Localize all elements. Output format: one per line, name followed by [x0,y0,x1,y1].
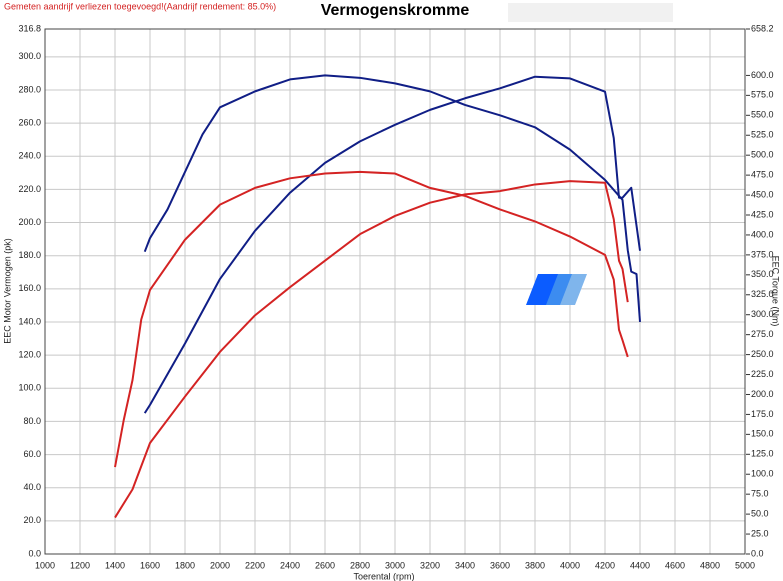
x-tick-label: 4000 [560,560,580,570]
y2-tick-label: 425.0 [751,209,774,219]
y2-tick-label: 225.0 [751,369,774,379]
x-tick-label: 1000 [35,560,55,570]
note: Gemeten aandrijf verliezen toegevoegd!(A… [4,1,276,11]
y-tick-label: 200.0 [18,217,41,227]
x-tick-label: 4400 [630,560,650,570]
y2-tick-label: 0.0 [751,548,764,558]
watermark-logo [546,274,575,305]
y-tick-label: 300.0 [18,51,41,61]
y-tick-label: 60.0 [23,449,41,459]
y-axis-label: EEC Motor Vermogen (pk) [2,238,12,344]
y2-tick-label: 150.0 [751,429,774,439]
y2-tick-label: 600.0 [751,70,774,80]
y-tick-label: 0.0 [28,548,41,558]
y-tick-label: 40.0 [23,482,41,492]
x-tick-label: 3200 [420,560,440,570]
y2-tick-label: 375.0 [751,249,774,259]
chart-title: Vermogenskromme [321,2,470,19]
y-tick-label: 100.0 [18,383,41,393]
y2-tick-label: 75.0 [751,489,769,499]
y-tick-label: 140.0 [18,316,41,326]
y2-tick-label: 100.0 [751,469,774,479]
y2-tick-label: 325.0 [751,289,774,299]
y2-tick-label: 400.0 [751,229,774,239]
plot-border [44,28,746,555]
y2-tick-label: 175.0 [751,409,774,419]
y2-tick-label: 275.0 [751,329,774,339]
data-line [114,180,629,519]
data-line [143,75,641,414]
x-tick-label: 1200 [70,560,90,570]
x-tick-label: 3000 [385,560,405,570]
y-tick-label: 280.0 [18,84,41,94]
y2-tick-label: 475.0 [751,170,774,180]
data-line [114,170,629,468]
y2-tick-label: 125.0 [751,449,774,459]
y2-tick-label: 450.0 [751,189,774,199]
x-tick-label: 2600 [315,560,335,570]
x-tick-label: 2800 [350,560,370,570]
data-line [143,74,641,322]
x-tick-label: 1600 [140,560,160,570]
y2-tick-label: 575.0 [751,90,774,100]
watermark-logo [560,274,587,305]
y2-tick-label: 25.0 [751,528,769,538]
y2-tick-label: 525.0 [751,130,774,140]
x-tick-label: 2400 [280,560,300,570]
y2-axis-label: EEC Torque (Nm) [771,256,781,327]
x-tick-label: 2200 [245,560,265,570]
y2-tick-label: 550.0 [751,110,774,120]
watermark-logo [526,274,560,305]
y2-tick-label: 500.0 [751,150,774,160]
y-tick-label: 80.0 [23,416,41,426]
y-tick-label: 240.0 [18,151,41,161]
x-tick-label: 3600 [490,560,510,570]
y-tick-label: 120.0 [18,350,41,360]
x-tick-label: 1400 [105,560,125,570]
y-tick-label: 316.8 [18,23,41,33]
y2-tick-label: 658.2 [751,23,774,33]
y2-tick-label: 350.0 [751,269,774,279]
x-tick-label: 4800 [700,560,720,570]
y2-tick-label: 300.0 [751,309,774,319]
y-tick-label: 260.0 [18,118,41,128]
x-tick-label: 2000 [210,560,230,570]
x-tick-label: 4600 [665,560,685,570]
header-box [508,3,673,22]
x-tick-label: 3400 [455,560,475,570]
x-tick-label: 1800 [175,560,195,570]
x-tick-label: 5000 [735,560,755,570]
x-axis-label: Toerental (rpm) [353,571,414,581]
y2-tick-label: 250.0 [751,349,774,359]
y2-tick-label: 200.0 [751,389,774,399]
y-tick-label: 20.0 [23,515,41,525]
y-tick-label: 180.0 [18,250,41,260]
y2-tick-label: 50.0 [751,508,769,518]
x-tick-label: 4200 [595,560,615,570]
x-tick-label: 3800 [525,560,545,570]
y-tick-label: 220.0 [18,184,41,194]
y-tick-label: 160.0 [18,283,41,293]
